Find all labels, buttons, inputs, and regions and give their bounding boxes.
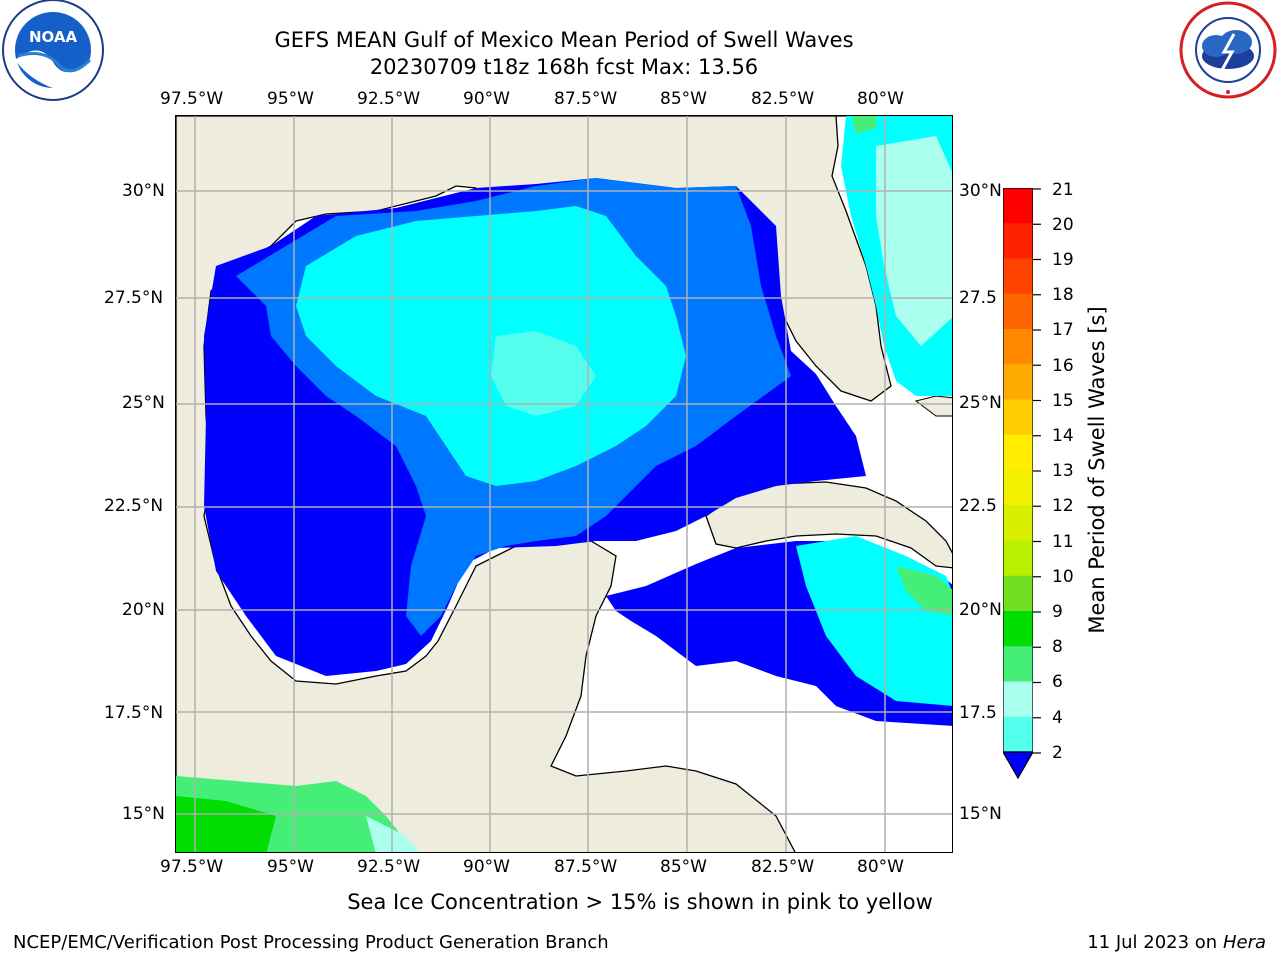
colorbar-block [1003, 505, 1033, 541]
colorbar-tick: 4 [1052, 708, 1063, 728]
run-date: 11 Jul 2023 on Hera [1087, 932, 1266, 953]
colorbar-tick: 14 [1052, 426, 1074, 446]
ice-note-text: Sea Ice Concentration > 15% is shown in … [347, 890, 933, 914]
map-title: GEFS MEAN Gulf of Mexico Mean Period of … [274, 28, 854, 52]
colorbar-tick: 20 [1052, 215, 1074, 235]
colorbar-block [1003, 716, 1033, 753]
colorbar-block [1003, 470, 1033, 506]
colorbar-block [1003, 575, 1033, 612]
lat-tick-label: 15°N [959, 804, 1002, 824]
colorbar-tick: 12 [1052, 496, 1074, 516]
lat-tick-label: 22.5°N [104, 496, 164, 516]
colorbar-tick: 9 [1052, 602, 1063, 622]
colorbar-tick: 19 [1052, 250, 1074, 270]
colorbar-block [1003, 188, 1033, 224]
colorbar [1001, 187, 1035, 780]
colorbar-block [1003, 364, 1033, 400]
colorbar-block [1003, 646, 1033, 682]
lat-tick-label: 20°N [959, 600, 1002, 620]
colorbar-tick: 11 [1052, 532, 1074, 552]
colorbar-tick: 15 [1052, 391, 1074, 411]
colorbar-block [1003, 223, 1033, 259]
lat-tick-label: 27.5°N [104, 288, 164, 308]
lat-tick-label: 30°N [122, 181, 165, 201]
lon-tick-label: 85°W [660, 89, 707, 109]
colorbar-tick: 10 [1052, 567, 1074, 587]
land-cuba [705, 481, 952, 569]
run-date-text: 11 Jul 2023 on [1087, 932, 1223, 953]
lon-tick-label: 97.5°W [160, 857, 224, 877]
colorbar-tick: 16 [1052, 356, 1074, 376]
colorbar-block [1003, 681, 1033, 718]
colorbar-block [1003, 540, 1033, 577]
colorbar-tick: 6 [1052, 672, 1063, 692]
lon-tick-label: 97.5°W [160, 89, 224, 109]
lat-tick-label: 22.5 [959, 496, 997, 516]
colorbar-block [1003, 399, 1033, 436]
swell-band-atlantic-green [852, 116, 876, 134]
lat-tick-label: 15°N [122, 804, 165, 824]
colorbar-block [1003, 329, 1033, 365]
map-subtitle: 20230709 t18z 168h fcst Max: 13.56 [369, 55, 759, 79]
swell-band-atlantic-light [876, 136, 952, 346]
lat-tick-label: 30°N [959, 181, 1002, 201]
lon-tick-label: 95°W [267, 89, 314, 109]
gulf-map [175, 115, 953, 853]
colorbar-block [1003, 434, 1033, 471]
lon-tick-label: 80°W [857, 89, 904, 109]
lon-tick-label: 87.5°W [554, 857, 618, 877]
colorbar-tick: 8 [1052, 637, 1063, 657]
swell-band-caribbean-green [896, 566, 952, 616]
lon-tick-label: 92.5°W [357, 857, 421, 877]
colorbar-tick: 17 [1052, 320, 1074, 340]
swell-band-8-9s [491, 331, 596, 416]
svg-text:NOAA: NOAA [29, 28, 78, 46]
lat-tick-label: 17.5°N [104, 703, 164, 723]
lat-tick-label: 17.5 [959, 703, 997, 723]
graticule [176, 116, 952, 852]
colorbar-label: Mean Period of Swell Waves [s] [1085, 306, 1109, 634]
lon-tick-label: 87.5°W [554, 89, 618, 109]
lon-tick-label: 82.5°W [751, 89, 815, 109]
lat-tick-label: 25°N [959, 393, 1002, 413]
colorbar-block [1003, 293, 1033, 330]
lat-tick-label: 25°N [122, 393, 165, 413]
lon-tick-label: 90°W [463, 89, 510, 109]
colorbar-block [1003, 611, 1033, 647]
colorbar-tick: 13 [1052, 461, 1074, 481]
lat-tick-label: 20°N [122, 600, 165, 620]
colorbar-tickmarks [1033, 188, 1043, 754]
swell-band-pacific-green [176, 796, 276, 852]
lon-tick-label: 80°W [857, 857, 904, 877]
lon-tick-label: 90°W [463, 857, 510, 877]
lon-tick-label: 95°W [267, 857, 314, 877]
machine-name: Hera [1222, 932, 1266, 953]
lat-tick-label: 27.5 [959, 288, 997, 308]
nws-logo [1178, 0, 1278, 100]
lon-tick-label: 92.5°W [357, 89, 421, 109]
ice-note: Sea Ice Concentration > 15% is shown in … [0, 890, 1280, 914]
noaa-logo: NOAA [0, 0, 106, 106]
lon-tick-label: 82.5°W [751, 857, 815, 877]
lon-tick-label: 85°W [660, 857, 707, 877]
land-bahamas [914, 395, 952, 417]
colorbar-block [1003, 258, 1033, 295]
colorbar-tick: 21 [1052, 180, 1074, 200]
producer-credit: NCEP/EMC/Verification Post Processing Pr… [13, 932, 609, 953]
colorbar-tick: 2 [1052, 743, 1063, 763]
colorbar-tick: 18 [1052, 285, 1074, 305]
